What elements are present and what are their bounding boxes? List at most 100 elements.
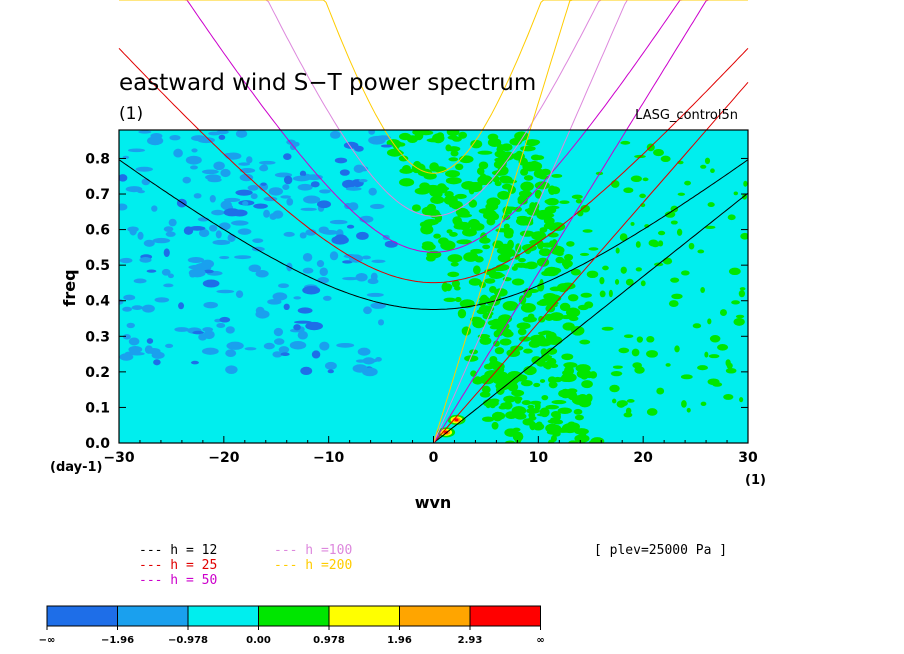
field-cell xyxy=(131,305,143,310)
field-cell xyxy=(457,308,467,319)
field-cell xyxy=(524,208,532,213)
field-cell xyxy=(293,324,301,331)
field-cell xyxy=(579,339,591,345)
field-cell xyxy=(226,341,244,350)
field-cell xyxy=(580,292,592,298)
field-cell xyxy=(329,251,339,261)
field-cell xyxy=(517,131,526,142)
field-cell xyxy=(119,353,134,361)
field-cell xyxy=(571,194,583,200)
y-unit-label: (day-1) xyxy=(50,460,102,475)
field-cell xyxy=(537,331,549,335)
field-cell xyxy=(445,144,452,152)
field-cell xyxy=(168,218,177,227)
field-cell xyxy=(425,255,436,262)
field-cell xyxy=(227,233,236,242)
field-cell xyxy=(324,361,337,370)
field-cell xyxy=(518,257,526,263)
field-cell xyxy=(520,145,536,152)
field-cell xyxy=(198,229,210,238)
level-note: [ plev=25000 Pa ] xyxy=(594,543,727,558)
field-cell xyxy=(305,321,323,331)
field-cell xyxy=(122,306,132,312)
field-cell xyxy=(343,141,359,149)
field-cell xyxy=(219,255,230,260)
field-cell xyxy=(581,380,593,389)
field-cell xyxy=(260,182,267,186)
field-cell xyxy=(548,381,558,389)
x-unit-label: (1) xyxy=(745,473,766,488)
field-cell xyxy=(366,292,384,297)
plot-background xyxy=(119,130,748,443)
field-cell xyxy=(461,326,472,336)
field-cell xyxy=(521,263,536,269)
field-cell xyxy=(191,148,198,153)
field-cell xyxy=(452,216,462,226)
field-cell xyxy=(531,356,542,365)
field-cell xyxy=(342,276,359,281)
field-cell xyxy=(368,130,376,135)
field-cell xyxy=(743,180,748,187)
field-cell xyxy=(272,351,283,358)
field-cell xyxy=(388,150,404,156)
legend-entry: --- h = 50 xyxy=(139,573,217,588)
field-cell xyxy=(211,209,225,216)
field-cell xyxy=(344,202,352,210)
field-cell xyxy=(564,254,574,261)
field-cell xyxy=(625,407,632,415)
field-cell xyxy=(128,346,143,353)
field-cell xyxy=(534,189,542,199)
field-cell xyxy=(462,228,477,237)
field-cell xyxy=(484,278,496,284)
field-cell xyxy=(302,286,321,295)
y-tick-label: 0.1 xyxy=(85,400,110,416)
field-cell xyxy=(398,155,409,162)
y-tick-label: 0.3 xyxy=(85,329,110,345)
field-cell xyxy=(547,376,557,384)
field-cell xyxy=(144,345,153,354)
field-cell xyxy=(483,363,494,370)
field-cell xyxy=(449,231,458,237)
field-cell xyxy=(244,347,257,351)
field-cell xyxy=(491,421,499,430)
field-cell xyxy=(414,163,426,173)
field-cell xyxy=(500,143,513,152)
field-cell xyxy=(319,341,330,351)
field-cell xyxy=(334,157,348,164)
colorbar-label: −0.978 xyxy=(168,635,208,646)
field-cell xyxy=(450,261,459,267)
field-cell xyxy=(234,255,252,260)
x-tick-label: −30 xyxy=(103,450,134,466)
case-label: LASG_control5n xyxy=(635,108,738,123)
field-cell xyxy=(499,175,513,184)
field-cell xyxy=(268,187,284,196)
field-cell xyxy=(586,270,599,279)
field-cell xyxy=(623,187,634,194)
field-cell xyxy=(380,144,393,148)
field-cell xyxy=(527,288,539,294)
field-cell xyxy=(579,252,590,257)
field-cell xyxy=(725,367,737,374)
field-cell xyxy=(467,218,481,229)
field-cell xyxy=(640,280,646,287)
field-cell xyxy=(710,168,715,174)
field-cell xyxy=(551,188,560,195)
field-cell xyxy=(704,351,709,358)
field-cell xyxy=(302,252,313,262)
field-cell xyxy=(445,170,461,178)
field-cell xyxy=(566,388,578,394)
field-cell xyxy=(154,297,170,303)
field-cell xyxy=(278,283,290,289)
field-cell xyxy=(575,198,583,204)
field-cell xyxy=(570,268,581,276)
field-cell xyxy=(739,397,744,403)
field-cell xyxy=(137,190,145,194)
field-cell xyxy=(568,315,579,322)
field-cell xyxy=(599,276,605,285)
field-cell xyxy=(546,429,559,435)
field-cell xyxy=(726,362,733,369)
field-cell xyxy=(225,365,238,374)
field-cell xyxy=(331,220,346,224)
field-cell xyxy=(526,407,540,414)
field-cell xyxy=(619,233,628,242)
